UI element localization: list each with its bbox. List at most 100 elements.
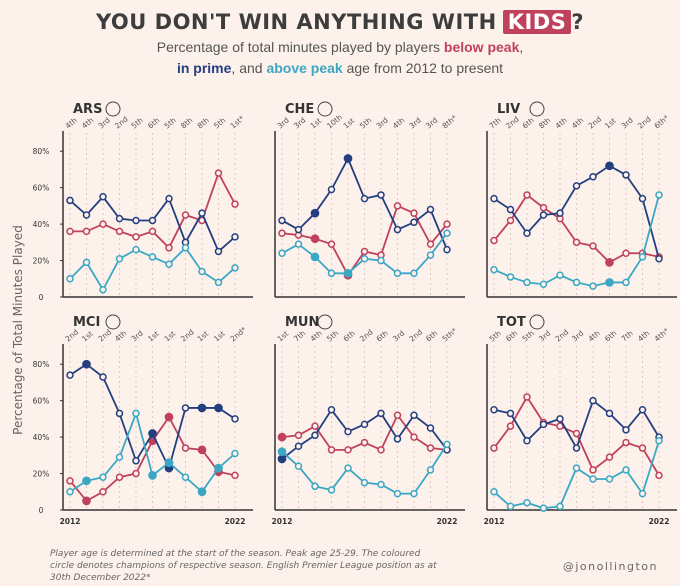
point [181,444,190,452]
point [115,453,124,461]
handle: @jonollington [562,560,658,573]
point [99,285,107,294]
point [115,214,124,223]
point [605,475,614,483]
point [115,254,124,263]
point [360,420,369,429]
point [99,488,107,496]
point [148,227,157,236]
point [393,411,402,419]
point [638,406,647,414]
team-crest [529,101,545,117]
point [99,220,107,228]
position-label: 3rd [570,328,586,343]
panel-title: TOT [497,315,526,330]
point [506,205,515,214]
position-label: 4th [554,115,570,130]
point [277,447,287,457]
point [506,273,515,281]
point [490,194,498,203]
subtitle-text: , [519,39,524,55]
position-label: 6th [146,115,162,130]
point [622,466,630,474]
point [82,359,91,369]
point [410,269,418,278]
point [506,216,515,225]
point [164,458,174,467]
point [132,409,140,418]
position-label: 4th [64,115,80,130]
point [231,449,239,458]
point [523,229,531,237]
point [231,415,239,423]
point [164,412,174,422]
panel-title: CHE [285,102,314,117]
point [638,253,647,261]
y-tick-label: 40% [33,433,50,442]
position-label: 1st [212,329,227,343]
point [197,445,207,455]
point [490,265,498,274]
point [82,227,91,236]
point [66,275,74,283]
point [572,278,581,287]
point [605,278,614,287]
point [214,169,223,177]
position-label: 8th [179,115,195,130]
position-label: 8th* [441,113,459,130]
point [377,446,385,454]
position-label: 5th [358,115,374,130]
point [572,238,581,247]
point [132,469,140,478]
title-text: YOU DON'T WIN ANYTHING WITH [95,10,497,34]
point [82,258,91,267]
position-label: 4th [309,328,325,343]
point [231,264,239,272]
x-tick-label: 2012 [60,517,81,526]
position-label: 5th [325,328,341,343]
point [181,473,190,481]
y-tick-label: 60% [33,397,50,406]
point [99,193,107,201]
point [310,234,320,244]
point [214,247,223,256]
position-label: 4th [80,115,96,130]
position-label: 6th [424,328,440,343]
point [655,471,663,480]
position-label: 2nd [113,114,130,130]
point [231,200,239,208]
point [393,489,402,498]
point [539,504,548,512]
point [66,196,74,205]
subtitle-text: Percentage of total minutes played by pl… [156,39,444,55]
subtitle-text: , and [231,60,267,76]
point [426,444,435,452]
footnote: Player age is determined at the start of… [50,549,437,583]
subtitle: Percentage of total minutes played by pl… [0,39,680,55]
y-tick-label: 40% [33,220,50,229]
x-tick-label: 2022 [437,517,458,526]
point [310,252,320,262]
point [181,244,190,252]
point [360,194,369,203]
point [294,462,303,471]
point [277,432,287,442]
point [426,466,435,474]
point [377,191,385,199]
y-tick-label: 20% [33,257,50,266]
point [556,502,564,511]
point [294,442,303,450]
x-tick-label: 2012 [272,517,293,526]
point [311,422,319,430]
point [410,209,418,217]
point [572,429,581,438]
point [426,424,435,432]
position-label: 6th [375,328,391,343]
point [115,473,124,481]
point [343,154,353,163]
point [523,278,531,287]
position-label: 6th [521,115,537,130]
position-label: 4th [113,328,129,343]
